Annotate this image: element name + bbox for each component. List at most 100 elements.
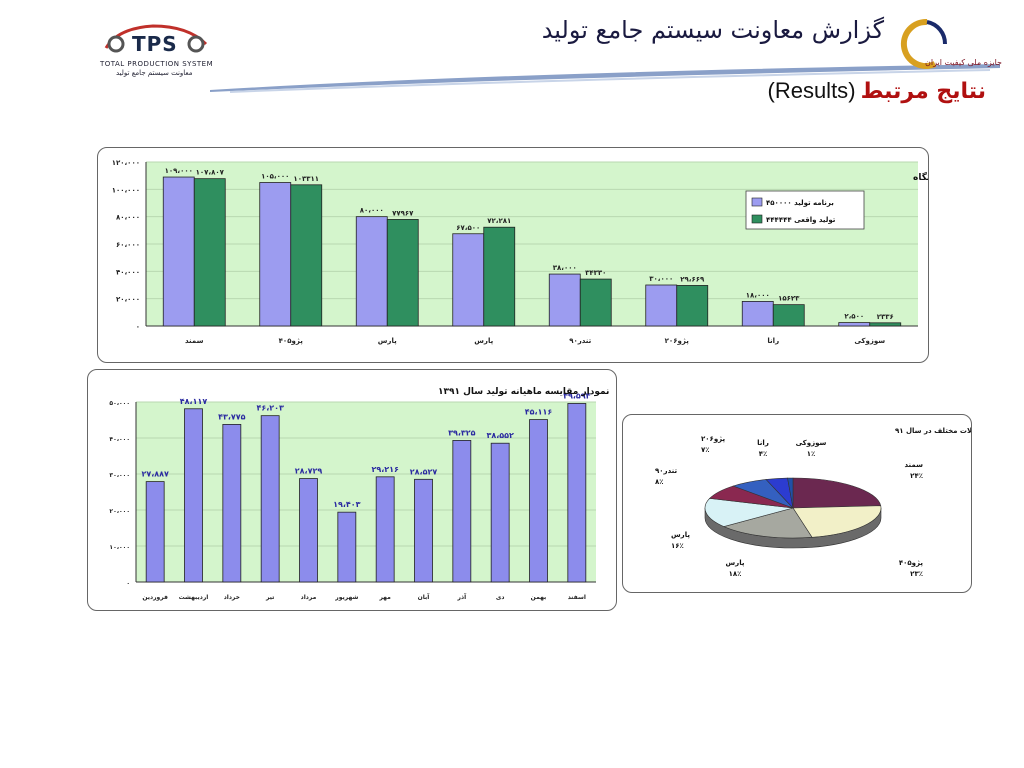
- header-swoosh: [210, 64, 1000, 93]
- pie-slice: [787, 477, 794, 509]
- slice-label: رانا: [757, 439, 769, 447]
- data-label: ۱۹،۴۰۳: [333, 500, 361, 509]
- y-tick-label: ۲۰،۰۰۰: [109, 508, 130, 515]
- data-label: ۱۵۶۲۳: [778, 295, 800, 303]
- slice-label: پژو۴۰۵: [899, 559, 924, 567]
- x-tick-label: پژو۲۰۶: [665, 337, 690, 345]
- product-performance-chart: ۰ ۲۰،۰۰۰ ۴۰،۰۰۰ ۶۰،۰۰۰ ۸۰،۰۰۰ ۱۰۰،۰۰۰ ۱۲۰،۰۰۰ ۱…: [112, 159, 1024, 345]
- slice-value-label: ۷٪: [701, 446, 710, 454]
- slice-value-label: ۱۶٪: [671, 542, 684, 550]
- monthly-bar: [299, 478, 318, 583]
- monthly-bar: [260, 415, 280, 583]
- legend-swatch: [751, 214, 763, 224]
- slice-value-label: ۱٪: [807, 450, 816, 458]
- plan-bar: [259, 182, 292, 327]
- data-label: ۷۲،۲۸۱: [487, 217, 511, 225]
- y-tick-label: ۸۰،۰۰۰: [116, 214, 140, 222]
- x-tick-label: مهر: [378, 594, 391, 601]
- header-title: گزارش معاونت سیستم جامع تولید: [541, 16, 884, 44]
- pie-slice: [723, 507, 813, 539]
- award-text: جایزه ملی کیفیت ایران: [925, 58, 1002, 67]
- results-title-fa: نتایج مرتبط: [860, 79, 986, 104]
- data-label: ۶۷،۵۰۰: [456, 224, 480, 232]
- x-tick-label: اسفند: [568, 594, 586, 601]
- monthly-bar: [529, 419, 548, 583]
- chart-title: درصد تولید محصولات مختلف در سال ۹۱: [895, 427, 971, 435]
- data-label: ۷۷۹۶۷: [392, 209, 414, 217]
- y-tick-label: ۴۰،۰۰۰: [109, 436, 130, 443]
- y-tick-label: ۳۰،۰۰۰: [109, 472, 130, 479]
- plan-bar: [741, 300, 774, 327]
- data-label: ۸۰،۰۰۰: [360, 207, 384, 215]
- y-tick-label: ۱۰۰،۰۰۰: [112, 186, 140, 194]
- monthly-bar: [452, 440, 472, 583]
- actual-bar: [676, 285, 709, 327]
- slice-value-label: ۱۸٪: [729, 570, 742, 578]
- x-tick-label: اردیبهشت: [179, 594, 209, 601]
- x-tick-label: سمند: [185, 337, 204, 345]
- actual-bar: [290, 184, 323, 327]
- production-share-chart: درصد تولید محصولات مختلف در سال ۹۱ سمند ۲۴…: [655, 427, 1024, 578]
- data-label: ۳۹،۳۲۵: [448, 428, 476, 437]
- actual-bar: [772, 304, 805, 327]
- x-tick-label: آذر: [457, 592, 468, 601]
- data-label: ۲۸،۷۲۹: [295, 467, 323, 476]
- logo-subtitle-en: TOTAL PRODUCTION SYSTEM: [100, 60, 214, 68]
- monthly-bar: [222, 424, 242, 583]
- legend-box: [745, 190, 865, 230]
- actual-bar: [386, 219, 419, 327]
- data-label: ۳۴۳۳۰: [585, 269, 606, 277]
- monthly-production-panel: ۰ ۱۰،۰۰۰ ۲۰،۰۰۰ ۳۰،۰۰۰ ۴۰،۰۰۰ ۵۰،۰۰۰ ۲۷،۸۸۷ فرو…: [87, 369, 617, 611]
- plan-bar: [355, 216, 388, 327]
- car-silhouette-icon: [104, 24, 208, 53]
- slice-label: سمند: [905, 461, 924, 469]
- results-title-en: (Results): [767, 78, 856, 103]
- x-tick-label: تندر۹۰: [569, 337, 591, 345]
- monthly-bar: [567, 403, 587, 583]
- slice-value-label: ۲۳٪: [910, 570, 923, 578]
- data-label: ۱۰۹،۰۰۰: [165, 167, 193, 175]
- plan-bar: [838, 322, 871, 327]
- legend-swatch: [751, 197, 763, 207]
- x-tick-label: مرداد: [301, 594, 317, 601]
- monthly-bar: [375, 476, 395, 583]
- actual-bar: [579, 278, 612, 327]
- x-tick-label: پژو۴۰۵: [279, 337, 304, 345]
- award-ring-icon: [900, 18, 948, 69]
- data-label: ۱۸،۰۰۰: [746, 291, 770, 299]
- actual-bar: [869, 322, 902, 327]
- data-label: ۴۵،۱۱۶: [525, 408, 553, 417]
- plot-area: [136, 402, 596, 582]
- data-label: ۱۰۷،۸۰۷: [196, 169, 225, 177]
- data-label: ۳۸،۰۰۰: [553, 264, 577, 272]
- data-label: ۴۶،۲۰۳: [256, 404, 284, 413]
- pie-slice: [704, 498, 794, 527]
- y-tick-label: ۴۰،۰۰۰: [116, 268, 140, 276]
- legend-label: برنامه تولید ۴۵۰۰۰۰: [766, 199, 834, 207]
- x-tick-label: پارس: [474, 337, 493, 345]
- actual-bar: [193, 178, 226, 327]
- chart-title: عملکرد برنامه تولید ۱۳۹۱ محصولات مختلف م…: [913, 171, 928, 183]
- data-label: ۴۳،۷۷۵: [218, 412, 246, 421]
- monthly-bar: [337, 511, 357, 583]
- slice-value-label: ۲۴٪: [910, 472, 923, 480]
- y-tick-label: ۵۰،۰۰۰: [109, 400, 130, 407]
- plan-bar: [162, 176, 195, 327]
- slice-value-label: ۸٪: [655, 478, 664, 486]
- y-tick-label: ۱۰،۰۰۰: [109, 544, 130, 551]
- x-tick-label: خرداد: [224, 594, 240, 601]
- x-tick-label: رانا: [767, 337, 779, 345]
- x-tick-label: بهمن: [531, 594, 547, 601]
- slice-label: پارس: [726, 559, 745, 567]
- data-label: ۱۰۳۳۱۱: [293, 175, 319, 183]
- data-label: ۲۸،۵۲۷: [410, 467, 438, 476]
- data-label: ۲،۵۰۰: [844, 313, 864, 321]
- monthly-bar: [490, 442, 510, 583]
- x-tick-label: دی: [496, 594, 505, 601]
- x-tick-label: شهریور: [334, 594, 358, 601]
- x-tick-label: سوزوکی: [854, 337, 885, 345]
- y-tick-label: ۶۰،۰۰۰: [116, 241, 140, 249]
- plan-bar: [548, 273, 581, 327]
- product-performance-panel: ۰ ۲۰،۰۰۰ ۴۰،۰۰۰ ۶۰،۰۰۰ ۸۰،۰۰۰ ۱۰۰،۰۰۰ ۱۲۰،۰۰۰ ۱…: [97, 147, 1024, 363]
- slice-label: سوزوکی: [796, 439, 827, 447]
